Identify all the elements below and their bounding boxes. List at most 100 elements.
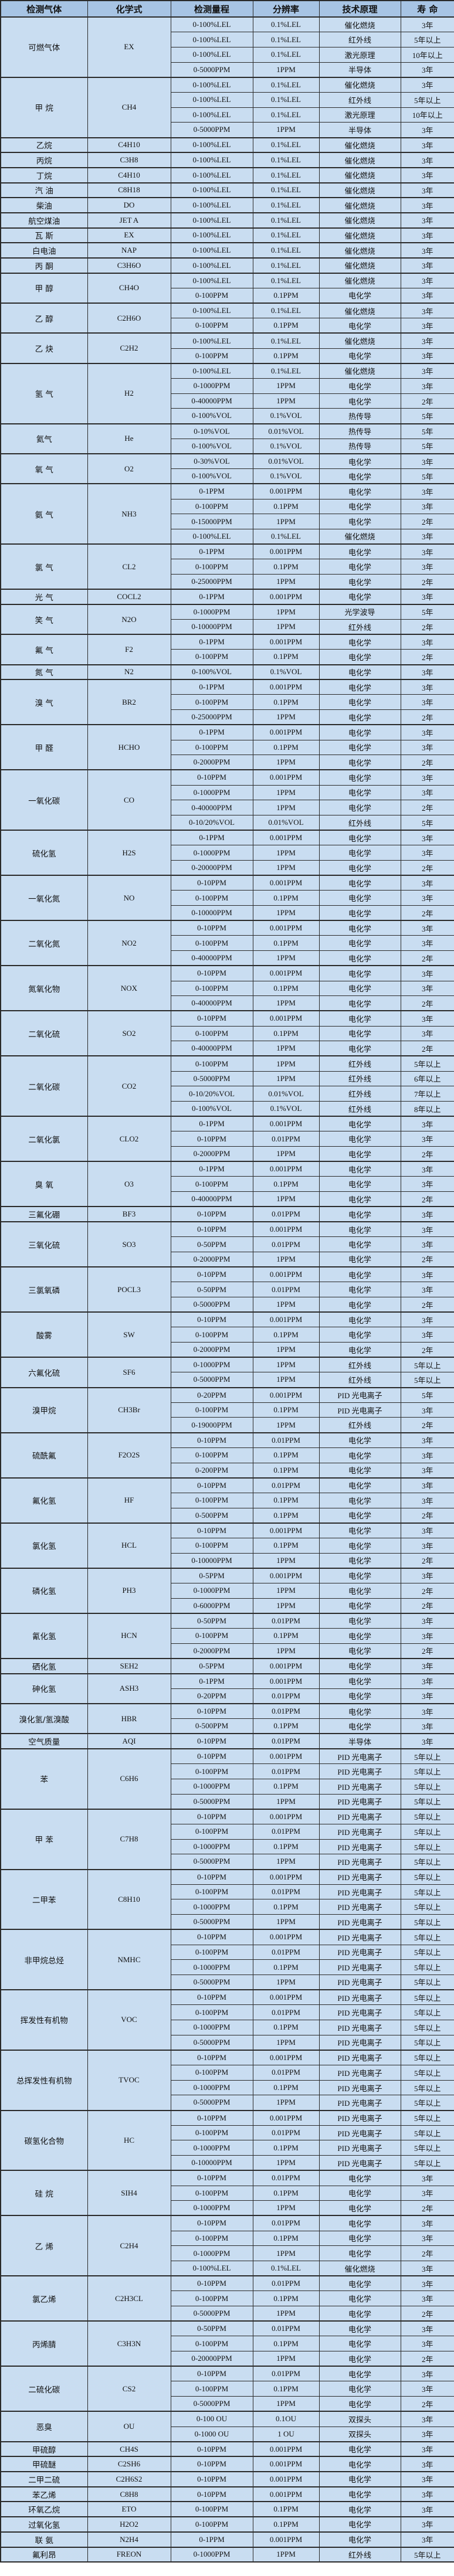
range-cell: 0-1PPM <box>170 483 253 499</box>
lifespan-cell: 5年以上 <box>400 2004 454 2020</box>
principle-cell: 催化燃烧 <box>319 303 401 319</box>
lifespan-cell: 5年以上 <box>400 2109 454 2126</box>
resolution-cell: 0.1%LEL <box>252 197 320 213</box>
table-row: 氨 气 NH3 0-1PPM 0.001PPM 电化学 3年 <box>0 483 454 545</box>
lifespan-cell: 2年 <box>400 2306 454 2322</box>
lifespan-cell: 3年 <box>400 287 454 304</box>
lifespan-cell: 3年 <box>400 1161 454 1177</box>
principle-cell: 电化学 <box>319 634 401 650</box>
resolution-cell: 0.001PPM <box>252 483 320 499</box>
principle-cell: 电化学 <box>319 2471 401 2487</box>
resolution-cell: 0.1PPM <box>252 2336 320 2352</box>
resolution-cell: 0.001PPM <box>252 1868 320 1885</box>
resolution-cell: 0.001PPM <box>252 2486 320 2502</box>
principle-cell: 电化学 <box>319 2396 401 2412</box>
table-row: 二氧化氮 NO2 0-10PPM 0.001PPM 电化学 3年 <box>0 920 454 966</box>
range-cell: 0-5000PPM <box>170 1296 253 1313</box>
resolution-cell: 1PPM <box>252 2245 320 2261</box>
table-row: 0-100PPM 0.1PPM 电化学 3年 <box>1 1492 454 1508</box>
lifespan-cell: 6年以上 <box>400 1070 454 1087</box>
lifespan-cell: 3年 <box>400 122 454 138</box>
range-cell: 0-100PPM <box>170 498 253 515</box>
range-cell: 0-10PPM <box>170 2049 253 2065</box>
resolution-cell: 1PPM <box>252 62 320 78</box>
resolution-cell: 0.1%LEL <box>252 107 320 123</box>
gas-name-cell: 甲硫醇 <box>0 2441 88 2457</box>
principle-cell: 电化学 <box>319 514 401 529</box>
table-row: 0-5000PPM 1PPM 电化学 2年 <box>1 2396 454 2412</box>
principle-cell: PID 光电离子 <box>319 1899 401 1915</box>
principle-cell: 激光原理 <box>319 107 401 123</box>
resolution-cell: 1PPM <box>252 2546 320 2563</box>
range-cell: 0-100PPM <box>170 1492 253 1508</box>
gas-name-cell: 甲硫醚 <box>0 2456 88 2472</box>
table-row: 六氟化硫 SF6 0-1000PPM 1PPM 红外线 5年以上 <box>0 1357 454 1388</box>
formula-cell: NO2 <box>87 920 171 966</box>
principle-cell: 电化学 <box>319 1146 401 1162</box>
principle-cell: 电化学 <box>319 890 401 906</box>
formula-cell: C2H2 <box>87 332 171 364</box>
principle-cell: PID 光电离子 <box>319 1386 401 1403</box>
gas-name-cell: 二氧化碳 <box>0 1055 88 1117</box>
table-row: 0-100%LEL 0.1%LEL 红外线 5年以上 <box>1 32 454 47</box>
table-row: 0-500PPM 0.1PPM 电化学 2年 <box>1 1507 454 1524</box>
range-cell: 0-25000PPM <box>170 709 253 725</box>
table-row: 0-100%LEL 0.1%LEL 催化燃烧 3年 <box>1 528 454 545</box>
formula-cell: N2H4 <box>87 2531 171 2547</box>
table-row: 氟 气 F2 0-1PPM 0.001PPM 电化学 3年 <box>0 634 454 665</box>
formula-cell: NMHC <box>87 1929 171 1990</box>
table-row: 甲 烷 CH4 0-100%LEL 0.1%LEL 催化燃烧 3年 <box>0 76 454 138</box>
lifespan-cell: 2年 <box>400 1251 454 1267</box>
range-cell: 0-40000PPM <box>170 1041 253 1056</box>
lifespan-cell: 5年以上 <box>400 2019 454 2035</box>
table-row: 0-100PPM 0.1PPM 电化学 3年 <box>1 2185 454 2201</box>
resolution-cell: 0.1PPM <box>252 1838 320 1855</box>
principle-cell: 红外线 <box>319 1086 401 1102</box>
table-row: 0-500PPM 0.1PPM 电化学 3年 <box>1 1718 454 1734</box>
resolution-cell: 0.001PPM <box>252 1522 320 1538</box>
lifespan-cell: 3年 <box>400 227 454 243</box>
resolution-cell: 0.1PPM <box>252 1025 320 1042</box>
lifespan-cell: 3年 <box>400 1462 454 1479</box>
formula-cell: HCHO <box>87 724 171 770</box>
resolution-cell: 1PPM <box>252 1055 320 1072</box>
range-cell: 0-500PPM <box>170 1718 253 1734</box>
lifespan-cell: 3年 <box>400 589 454 605</box>
table-row: 0-5000PPM 1PPM 半导体 3年 <box>1 62 454 78</box>
gas-name-cell: 汽 油 <box>0 182 88 198</box>
lifespan-cell: 3年 <box>400 76 454 93</box>
range-cell: 0-10%VOL <box>170 423 253 439</box>
resolution-cell: 1PPM <box>252 995 320 1011</box>
range-cell: 0-1000PPM <box>170 1959 253 1975</box>
resolution-cell: 0.1%LEL <box>252 212 320 229</box>
formula-cell: SF6 <box>87 1357 171 1388</box>
range-cell: 0-100PPM <box>170 2230 253 2247</box>
table-row: 0-100%LEL 0.1%LEL 催化燃烧 3年 <box>1 2260 454 2276</box>
principle-cell: PID 光电离子 <box>319 1914 401 1930</box>
table-row: 0-1000PPM 1PPM 电化学 3年 <box>1 378 454 394</box>
table-row: 0-1000PPM 0.1PPM PID 光电离子 5年以上 <box>1 2019 454 2035</box>
principle-cell: 电化学 <box>319 1311 401 1328</box>
lifespan-cell: 5年以上 <box>400 1824 454 1840</box>
lifespan-cell: 3年 <box>400 664 454 680</box>
lifespan-cell: 5年 <box>400 814 454 831</box>
principle-cell: 电化学 <box>319 453 401 470</box>
table-row: 0-2000PPM 1PPM 电化学 2年 <box>1 1643 454 1659</box>
resolution-cell: 0.001PPM <box>252 965 320 981</box>
principle-cell: 电化学 <box>319 1462 401 1479</box>
table-row: 苯 C6H6 0-10PPM 0.001PPM PID 光电离子 5年以上 <box>0 1748 454 1810</box>
lifespan-cell: 5年以上 <box>400 2049 454 2065</box>
resolution-cell: 0.1PPM <box>252 2516 320 2533</box>
gas-name-cell: 丙烷 <box>0 152 88 168</box>
range-cell: 0-100PPM <box>170 1402 253 1418</box>
lifespan-cell: 5年 <box>400 423 454 439</box>
resolution-cell: 0.001PPM <box>252 1929 320 1945</box>
gas-name-cell: 苯乙烯 <box>0 2486 88 2502</box>
resolution-cell: 1PPM <box>252 1417 320 1433</box>
principle-cell: 电化学 <box>319 2501 401 2517</box>
range-cell: 0-10PPM <box>170 1522 253 1538</box>
resolution-cell: 0.1%LEL <box>252 242 320 259</box>
principle-cell: 电化学 <box>319 1583 401 1599</box>
gas-name-cell: 氢 气 <box>0 362 88 424</box>
